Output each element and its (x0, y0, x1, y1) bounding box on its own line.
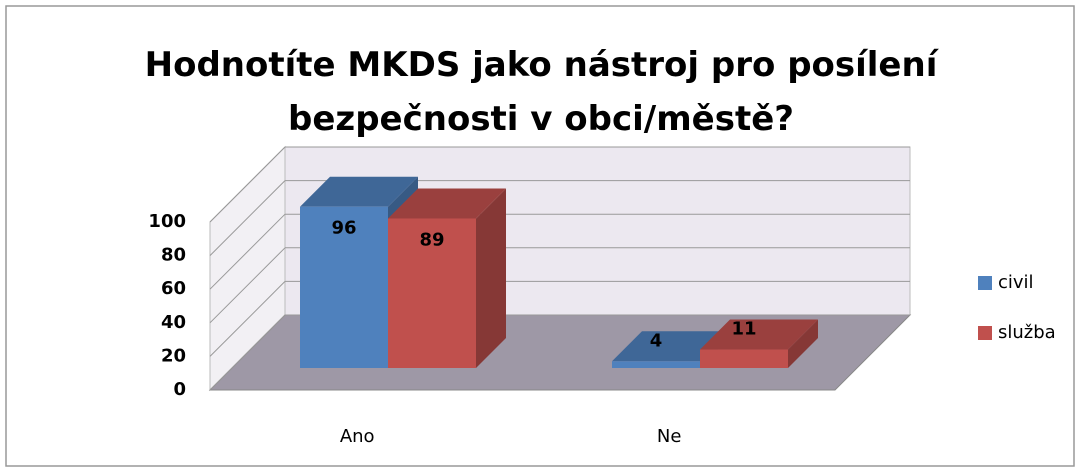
legend-label: civil (998, 272, 1034, 293)
bar (700, 349, 788, 368)
x-tick-label: Ano (340, 426, 375, 447)
legend-swatch (978, 276, 992, 290)
grid-line-side (209, 281, 286, 357)
bar-top (700, 319, 818, 350)
y-tick-label: 60 (161, 278, 186, 299)
grid-line-side (209, 314, 286, 391)
grid-line-side (209, 146, 286, 223)
y-tick-label: 100 (148, 211, 186, 232)
grid-line-side (209, 247, 286, 324)
legend-label: služba (998, 322, 1056, 343)
grid-line-side (209, 180, 286, 256)
chart-title: Hodnotíte MKDS jako nástroj pro posílení… (144, 45, 938, 139)
bar (612, 361, 700, 368)
y-tick-label: 40 (161, 312, 186, 333)
bar-top (388, 188, 506, 219)
x-tick-label: Ne (657, 426, 682, 447)
bar-side (476, 188, 506, 368)
data-label: 11 (731, 319, 756, 340)
data-label: 89 (419, 229, 444, 250)
bar-side (788, 319, 818, 368)
y-tick-label: 80 (161, 245, 186, 266)
bar (388, 218, 476, 368)
bar-top (300, 176, 418, 207)
data-label: 4 (650, 330, 663, 351)
data-label: 96 (331, 218, 356, 239)
bar (300, 206, 388, 368)
y-tick-label: 20 (161, 345, 186, 366)
grid-line-side (209, 213, 286, 290)
y-tick-label: 0 (173, 379, 186, 400)
legend-swatch (978, 326, 992, 340)
